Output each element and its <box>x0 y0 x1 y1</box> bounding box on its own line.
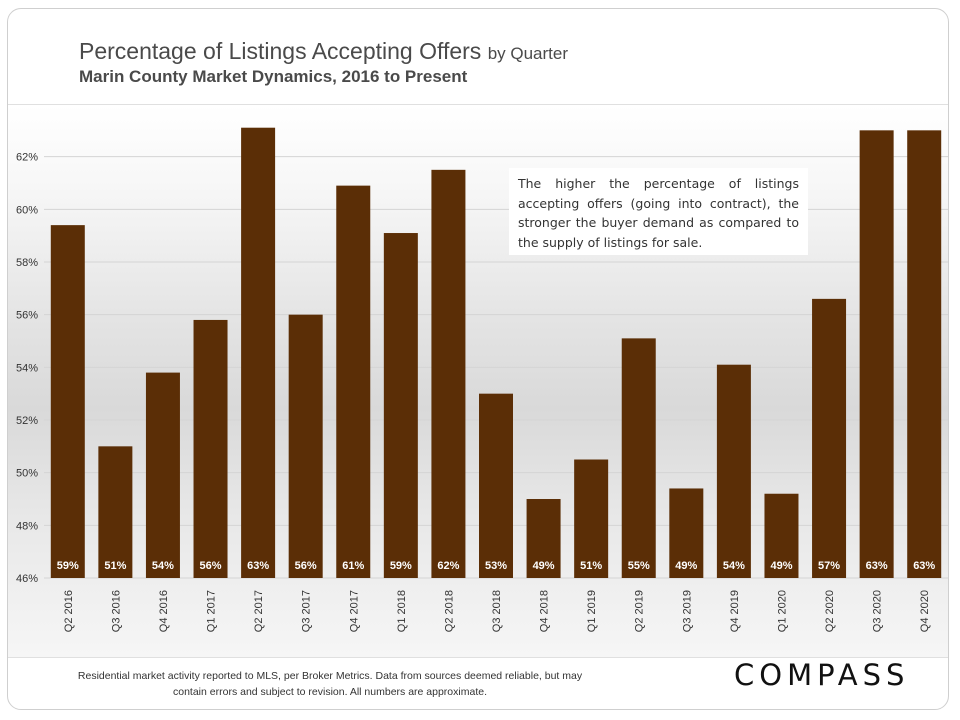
bar <box>479 393 513 578</box>
data-label: 56% <box>295 560 317 572</box>
bar <box>859 130 894 579</box>
x-tick-label: Q1 2018 <box>396 590 408 632</box>
x-tick-label: Q1 2019 <box>586 590 598 632</box>
y-tick-label: 48% <box>16 520 38 532</box>
footer-note: Residential market activity reported to … <box>77 670 583 698</box>
bar <box>193 319 228 578</box>
data-label: 59% <box>57 560 79 572</box>
x-tick-label: Q2 2019 <box>634 590 646 632</box>
data-label: 53% <box>485 560 507 572</box>
y-tick-label: 56% <box>16 310 38 322</box>
data-label: 57% <box>818 560 840 572</box>
bar <box>50 225 85 578</box>
data-label: 63% <box>913 560 935 572</box>
data-label: 59% <box>390 560 412 572</box>
x-tick-label: Q3 2020 <box>872 590 884 632</box>
bar <box>574 459 609 578</box>
bar <box>288 314 323 578</box>
bar <box>907 130 942 579</box>
bar <box>621 338 656 578</box>
bar <box>812 298 847 578</box>
bar <box>241 127 276 578</box>
y-tick-label: 54% <box>16 362 38 374</box>
x-tick-label: Q1 2020 <box>776 590 788 632</box>
chart-title: Percentage of Listings Accepting Offers … <box>79 38 568 65</box>
chart-title-main: Percentage of Listings Accepting Offers <box>79 38 482 64</box>
y-tick-label: 62% <box>16 152 38 164</box>
chart-subtitle: Marin County Market Dynamics, 2016 to Pr… <box>79 67 468 86</box>
bar <box>716 364 751 578</box>
bar <box>526 499 561 578</box>
data-label: 49% <box>533 560 555 572</box>
x-tick-label: Q1 2017 <box>206 590 218 632</box>
x-tick-label: Q4 2019 <box>729 590 741 632</box>
x-tick-label: Q2 2020 <box>824 590 836 632</box>
x-tick-label: Q2 2017 <box>253 590 265 632</box>
bar <box>383 233 418 579</box>
x-tick-label: Q3 2019 <box>681 590 693 632</box>
data-label: 51% <box>580 560 602 572</box>
bar <box>669 488 704 578</box>
x-tick-label: Q2 2018 <box>443 590 455 632</box>
annotation-box: The higher the percentage of listings ac… <box>509 168 808 255</box>
data-label: 61% <box>342 560 364 572</box>
x-tick-label: Q4 2018 <box>539 590 551 632</box>
bar <box>764 493 799 578</box>
data-label: 62% <box>437 560 459 572</box>
data-label: 63% <box>247 560 269 572</box>
x-tick-label: Q4 2017 <box>348 590 360 632</box>
bar <box>98 446 133 578</box>
data-label: 63% <box>866 560 888 572</box>
bar <box>431 169 466 579</box>
y-tick-label: 50% <box>16 468 38 480</box>
y-tick-label: 60% <box>16 204 38 216</box>
y-tick-label: 52% <box>16 415 38 427</box>
bar <box>336 185 371 578</box>
data-label: 54% <box>152 560 174 572</box>
data-label: 49% <box>770 560 792 572</box>
chart-title-suffix: by Quarter <box>487 44 569 63</box>
y-tick-label: 46% <box>16 573 38 585</box>
compass-logo: COMPASS <box>734 658 910 692</box>
x-tick-label: Q3 2016 <box>110 590 122 632</box>
data-label: 55% <box>628 560 650 572</box>
x-tick-label: Q2 2016 <box>63 590 75 632</box>
x-tick-label: Q3 2017 <box>301 590 313 632</box>
x-tick-label: Q4 2020 <box>919 590 931 632</box>
data-label: 49% <box>675 560 697 572</box>
data-label: 51% <box>104 560 126 572</box>
data-label: 56% <box>200 560 222 572</box>
bar <box>145 372 180 578</box>
x-tick-label: Q4 2016 <box>158 590 170 632</box>
x-tick-label: Q3 2018 <box>491 590 503 632</box>
y-tick-label: 58% <box>16 257 38 269</box>
data-label: 54% <box>723 560 745 572</box>
